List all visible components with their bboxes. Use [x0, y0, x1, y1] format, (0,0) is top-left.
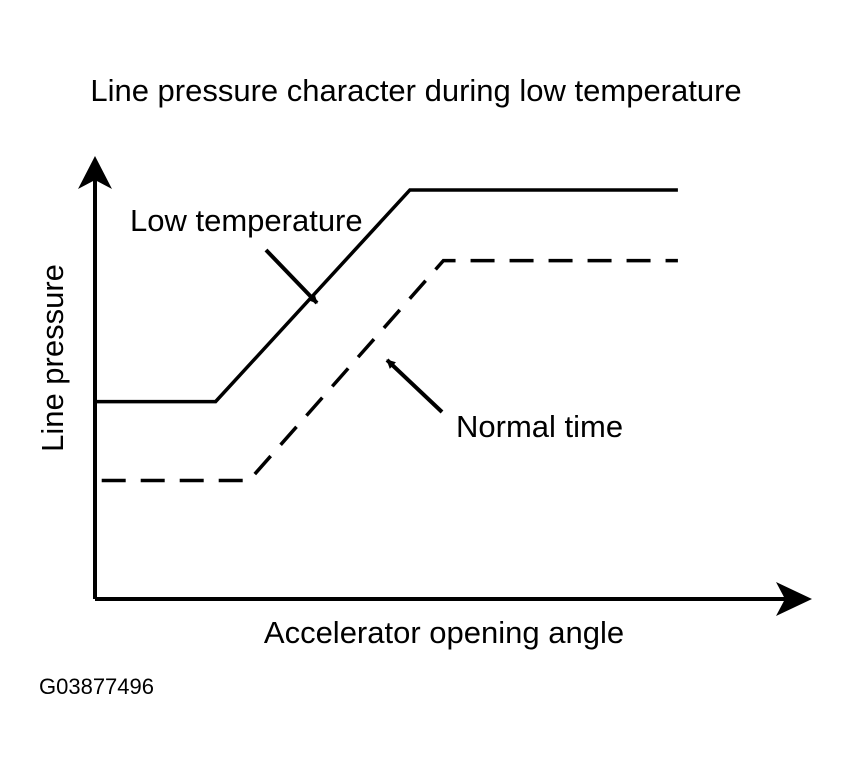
annotation-low-temperature-label: Low temperature [130, 203, 363, 238]
series-line-normal-time [101, 258, 678, 483]
low-temperature-arrow-icon [264, 248, 319, 305]
annotation-low-temperature: Low temperature [130, 203, 363, 305]
annotation-normal-time: Normal time [385, 358, 623, 444]
chart-title: Line pressure character during low tempe… [90, 73, 741, 108]
x-axis-label: Accelerator opening angle [264, 615, 624, 650]
annotation-normal-time-label: Normal time [456, 409, 623, 444]
figure-code: G03877496 [39, 674, 154, 699]
x-axis-arrow-icon [776, 582, 812, 616]
axes [78, 156, 812, 616]
y-axis-label: Line pressure [35, 264, 70, 452]
normal-time-arrow-icon [385, 358, 444, 414]
y-axis-arrow-icon [78, 156, 112, 189]
